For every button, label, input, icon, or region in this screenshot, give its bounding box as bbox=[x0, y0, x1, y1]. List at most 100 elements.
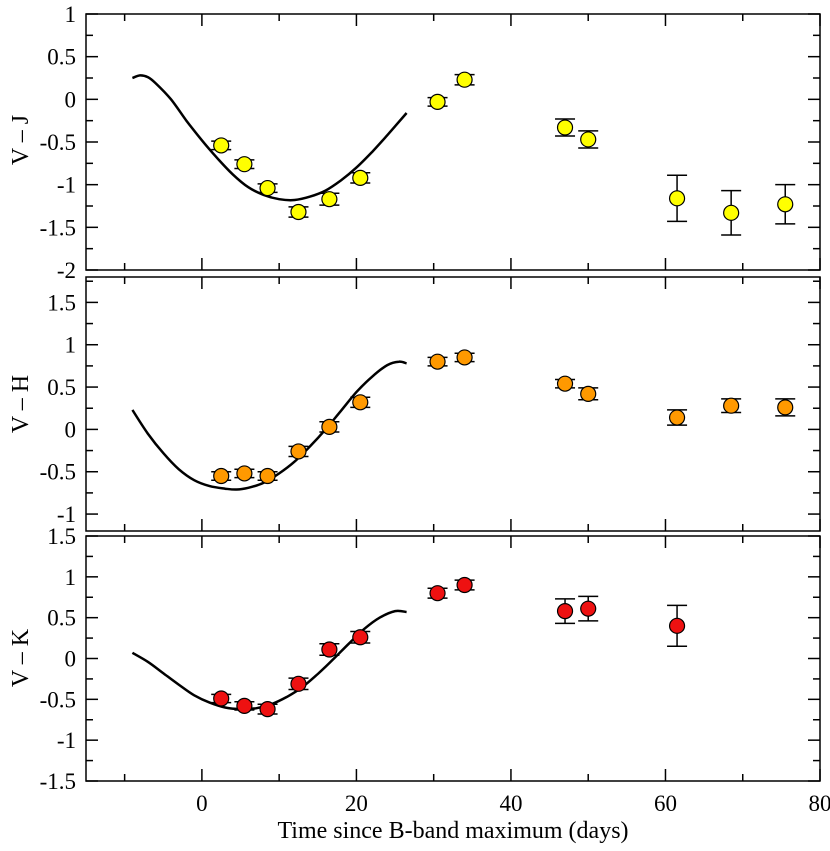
y-tick-label-v-minus-j: -0.5 bbox=[40, 130, 76, 155]
data-point-v-minus-j bbox=[319, 191, 340, 208]
y-tick-label-v-minus-h: -1 bbox=[57, 502, 76, 527]
panel-v-minus-h: V – H -1 -0.5 0 0.5 1 1.5 bbox=[8, 276, 821, 532]
data-point-v-minus-j bbox=[211, 137, 232, 154]
marker-v-minus-k bbox=[580, 600, 597, 617]
model-curve-v-minus-j bbox=[131, 74, 408, 202]
data-point-v-minus-j bbox=[427, 93, 448, 110]
marker-v-minus-h bbox=[321, 418, 338, 435]
marker-v-minus-k bbox=[290, 675, 307, 692]
panel-v-minus-k: V – K Time since B-band maximum (days) -… bbox=[8, 524, 830, 844]
y-tick-label-v-minus-h: 0 bbox=[65, 417, 77, 442]
data-point-v-minus-k bbox=[257, 701, 278, 718]
marker-v-minus-j bbox=[236, 156, 253, 173]
y-tick-label-v-minus-h: 0.5 bbox=[47, 375, 76, 400]
data-point-v-minus-k bbox=[288, 675, 309, 692]
marker-v-minus-k bbox=[213, 690, 230, 707]
marker-v-minus-h bbox=[429, 353, 446, 370]
data-point-v-minus-k bbox=[667, 604, 688, 647]
data-point-v-minus-h bbox=[667, 409, 688, 426]
y-tick-label-v-minus-k: -1.5 bbox=[40, 769, 76, 794]
y-tick-label-v-minus-k: -0.5 bbox=[40, 687, 76, 712]
marker-v-minus-j bbox=[723, 204, 740, 221]
marker-v-minus-j bbox=[777, 196, 794, 213]
xlabel: Time since B-band maximum (days) bbox=[277, 818, 628, 844]
data-point-v-minus-k bbox=[234, 697, 255, 714]
y-tick-label-v-minus-h: 1.5 bbox=[47, 290, 76, 315]
marker-v-minus-h bbox=[236, 465, 253, 482]
marker-v-minus-h bbox=[456, 349, 473, 366]
marker-v-minus-h bbox=[556, 375, 574, 392]
data-point-v-minus-j bbox=[234, 156, 255, 173]
data-point-v-minus-j bbox=[667, 174, 688, 223]
data-point-v-minus-h bbox=[427, 353, 448, 370]
marker-v-minus-j bbox=[259, 179, 276, 197]
data-point-v-minus-h bbox=[775, 398, 796, 417]
marker-v-minus-j bbox=[429, 93, 446, 110]
ylabel-v-minus-k: V – K bbox=[8, 628, 34, 687]
x-tick-label: 80 bbox=[809, 791, 830, 816]
marker-v-minus-h bbox=[777, 399, 794, 416]
y-tick-label-v-minus-j: 0.5 bbox=[47, 45, 76, 70]
y-tick-label-v-minus-k: 1.5 bbox=[47, 524, 76, 549]
y-tick-label-v-minus-h: 1 bbox=[65, 333, 77, 358]
data-point-v-minus-k bbox=[211, 690, 232, 707]
ylabel-v-minus-j: V – J bbox=[8, 115, 34, 165]
marker-v-minus-j bbox=[290, 203, 307, 221]
y-tick-label-v-minus-k: 1 bbox=[65, 565, 77, 590]
marker-v-minus-j bbox=[213, 137, 230, 154]
marker-v-minus-j bbox=[321, 191, 338, 208]
y-tick-label-v-minus-j: -1 bbox=[57, 173, 76, 198]
data-point-v-minus-k bbox=[555, 598, 576, 625]
data-point-v-minus-j bbox=[555, 118, 576, 137]
data-point-v-minus-j bbox=[578, 130, 599, 149]
marker-v-minus-k bbox=[456, 576, 473, 594]
marker-v-minus-k bbox=[321, 641, 338, 658]
marker-v-minus-k bbox=[236, 697, 253, 714]
data-point-v-minus-j bbox=[454, 71, 475, 88]
marker-v-minus-h bbox=[352, 394, 369, 411]
data-point-v-minus-k bbox=[319, 641, 340, 658]
marker-v-minus-j bbox=[352, 169, 369, 186]
data-point-v-minus-h bbox=[319, 418, 340, 435]
y-tick-label-v-minus-j: 1 bbox=[65, 2, 77, 27]
data-point-v-minus-j bbox=[257, 179, 278, 197]
y-tick-label-v-minus-j: 0 bbox=[65, 87, 77, 112]
x-tick-label: 20 bbox=[345, 791, 368, 816]
panel-v-minus-j: V – J -2 -1.5 -1 -0.5 0 0.5 1 bbox=[8, 2, 821, 283]
y-tick-label-v-minus-h: -0.5 bbox=[40, 460, 76, 485]
x-tick-label: 0 bbox=[196, 791, 208, 816]
x-tick-label: 60 bbox=[654, 791, 677, 816]
data-point-v-minus-h bbox=[721, 397, 742, 414]
y-tick-label-v-minus-k: -1 bbox=[57, 728, 76, 753]
data-point-v-minus-k bbox=[578, 595, 599, 622]
y-tick-label-v-minus-j: -1.5 bbox=[40, 215, 76, 240]
marker-v-minus-j bbox=[668, 190, 686, 207]
data-point-v-minus-k bbox=[454, 576, 475, 594]
y-tick-label-v-minus-j: -2 bbox=[57, 258, 76, 283]
marker-v-minus-h bbox=[723, 397, 740, 414]
data-point-v-minus-h bbox=[234, 465, 255, 482]
marker-v-minus-j bbox=[456, 71, 473, 88]
marker-v-minus-h bbox=[290, 443, 307, 460]
marker-v-minus-h bbox=[580, 385, 597, 402]
y-tick-label-v-minus-k: 0.5 bbox=[47, 606, 76, 631]
data-point-v-minus-j bbox=[721, 189, 742, 236]
data-point-v-minus-j bbox=[775, 183, 796, 225]
ylabel-v-minus-h: V – H bbox=[8, 375, 34, 433]
plot-frame-v-minus-k bbox=[85, 535, 821, 782]
data-point-v-minus-k bbox=[350, 629, 371, 646]
data-point-v-minus-h bbox=[578, 385, 599, 402]
marker-v-minus-h bbox=[259, 467, 276, 485]
marker-v-minus-k bbox=[429, 585, 446, 602]
marker-v-minus-k bbox=[259, 701, 276, 718]
marker-v-minus-h bbox=[668, 409, 686, 426]
data-point-v-minus-h bbox=[555, 375, 576, 392]
data-point-v-minus-h bbox=[288, 443, 309, 460]
data-point-v-minus-j bbox=[288, 203, 309, 221]
data-point-v-minus-h bbox=[350, 394, 371, 411]
x-tick-label: 40 bbox=[499, 791, 522, 816]
marker-v-minus-k bbox=[352, 629, 369, 646]
plot-frame-v-minus-j bbox=[85, 13, 821, 271]
model-curve-v-minus-k bbox=[131, 609, 407, 711]
